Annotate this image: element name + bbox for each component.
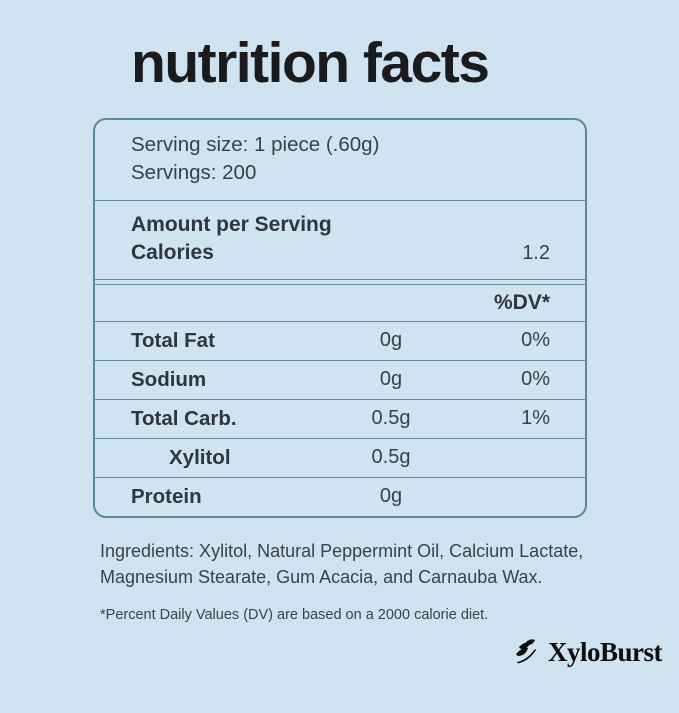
table-row: Protein 0g [95, 476, 585, 516]
nutrient-amount: 0g [379, 485, 403, 508]
table-row: Total Fat 0g 0% [95, 320, 585, 360]
nutrient-name: Protein [131, 484, 202, 508]
amount-per-serving-label: Amount per Serving [131, 212, 332, 236]
calories-label: Calories [131, 241, 214, 265]
serving-section: Serving size: 1 piece (.60g) Servings: 2… [95, 120, 585, 200]
calories-value: 1.2 [522, 242, 550, 265]
nutrient-amount: 0.5g [371, 407, 411, 430]
servings-count-text: Servings: 200 [131, 161, 257, 185]
ingredients-text: Ingredients: Xylitol, Natural Peppermint… [100, 540, 584, 587]
table-row: Xylitol 0.5g [95, 437, 585, 477]
nutrient-name: Total Fat [131, 328, 215, 352]
serving-size-text: Serving size: 1 piece (.60g) [131, 132, 380, 156]
nutrient-amount: 0g [379, 329, 403, 352]
brand-logo: XyloBurst [0, 637, 679, 668]
nutrient-name: Xylitol [169, 445, 231, 469]
table-row: Sodium 0g 0% [95, 359, 585, 399]
dv-header-row: %DV* [95, 283, 585, 321]
nutrient-dv: 0% [521, 368, 550, 391]
nutrient-amount: 0g [379, 368, 403, 391]
dv-footnote-text: *Percent Daily Values (DV) are based on … [100, 606, 489, 623]
nutrition-facts-table: Serving size: 1 piece (.60g) Servings: 2… [93, 117, 587, 518]
leaf-sprig-icon [513, 638, 545, 666]
nutrient-amount: 0.5g [371, 446, 411, 469]
calories-section: Amount per Serving Calories 1.2 [95, 199, 585, 279]
nutrient-name: Sodium [131, 367, 207, 391]
page-title: nutrition facts [131, 31, 490, 95]
table-row: Total Carb. 0.5g 1% [95, 398, 585, 438]
nutrient-dv: 1% [521, 407, 550, 430]
double-rule-divider [95, 278, 585, 284]
nutrient-dv: 0% [521, 329, 550, 352]
brand-name-text: XyloBurst [547, 636, 663, 667]
nutrient-name: Total Carb. [131, 406, 237, 430]
calories-row: Calories 1.2 [131, 239, 550, 268]
dv-header-label: %DV* [493, 290, 550, 314]
